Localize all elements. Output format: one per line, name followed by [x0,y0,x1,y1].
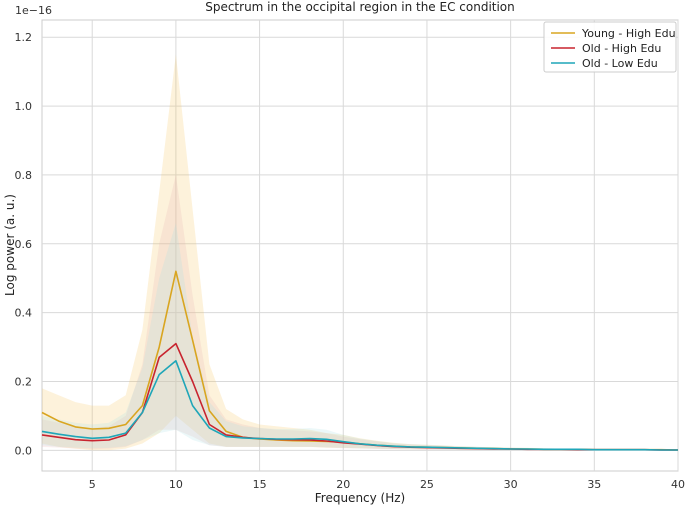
y-tick-label: 0.2 [15,375,33,388]
y-tick-label: 0.8 [15,169,33,182]
x-tick-label: 30 [504,478,518,491]
series-line [41,359,678,451]
legend-label: Old - Low Edu [582,57,658,70]
grid [42,20,679,471]
y-axis-label: Log power (a. u.) [3,194,17,296]
chart-title: Spectrum in the occipital region in the … [205,0,515,14]
x-tick-label: 10 [169,478,183,491]
y-axis: 0.0 0.2 0.4 0.6 0.8 1.0 1.2 [15,31,33,457]
x-tick-label: 15 [253,478,267,491]
series-lines [41,270,679,451]
y-tick-label: 0.6 [15,238,33,251]
x-tick-label: 40 [671,478,685,491]
x-tick-label: 25 [420,478,434,491]
y-offset-label: 1e−16 [15,4,52,17]
confidence-band [42,174,678,451]
legend-label: Old - High Edu [582,42,661,55]
x-axis-label: Frequency (Hz) [315,491,406,505]
legend-label: Young - High Edu [581,27,676,40]
legend: Young - High Edu Old - High Edu Old - Low … [543,21,677,73]
y-tick-label: 0.4 [15,307,33,320]
confidence-bands [42,54,678,451]
plot-area [41,19,679,472]
legend-frame [543,21,677,73]
x-tick-label: 5 [89,478,96,491]
x-tick-label: 35 [587,478,601,491]
confidence-band [42,223,678,451]
y-tick-label: 1.2 [15,31,33,44]
y-tick-label: 1.0 [15,100,33,113]
x-axis: 5 10 15 20 25 30 35 40 [89,478,685,491]
confidence-band [42,54,678,451]
x-tick-label: 20 [336,478,350,491]
y-tick-label: 0.0 [15,444,33,457]
